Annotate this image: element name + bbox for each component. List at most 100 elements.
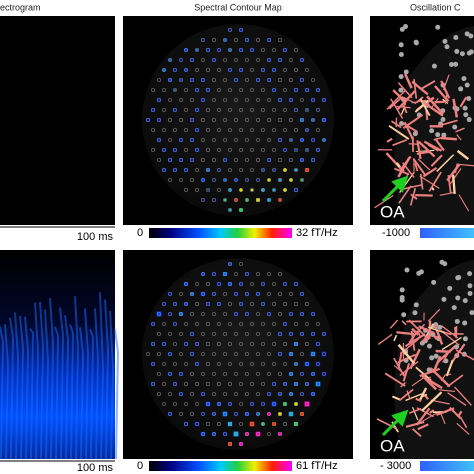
connection xyxy=(393,357,405,377)
sensor xyxy=(161,147,167,153)
sensor xyxy=(260,301,266,307)
connection xyxy=(392,89,407,104)
connection xyxy=(448,168,462,187)
sensor xyxy=(161,167,167,173)
connection xyxy=(428,320,432,340)
spectral-streak xyxy=(19,315,25,460)
sensor xyxy=(205,421,211,427)
sensor xyxy=(293,361,299,367)
sensor xyxy=(205,401,211,407)
sensor xyxy=(282,167,288,173)
sensor xyxy=(282,281,288,287)
sensor-patch xyxy=(223,198,227,202)
sensor-patch xyxy=(306,149,308,151)
sensor-patch xyxy=(278,58,282,62)
sensor xyxy=(178,97,184,103)
sensor-patch xyxy=(261,302,265,306)
sensor-patch xyxy=(311,158,315,162)
sensor xyxy=(304,361,310,367)
sensor xyxy=(211,57,217,63)
sensor xyxy=(277,197,283,203)
connection xyxy=(417,158,431,171)
sensor-patch xyxy=(228,442,232,446)
sensor xyxy=(233,137,239,143)
sensor xyxy=(216,87,222,93)
sensor xyxy=(277,137,283,143)
sensor xyxy=(260,361,266,367)
sensor xyxy=(304,341,310,347)
sensor xyxy=(249,187,255,193)
spectral-streak xyxy=(79,327,85,460)
sensor-patch xyxy=(228,48,232,52)
sensor xyxy=(222,117,228,123)
arrow xyxy=(381,175,409,203)
connection xyxy=(410,193,418,200)
sensor-patch xyxy=(168,158,172,162)
connection xyxy=(408,319,430,341)
spectral-streak xyxy=(29,328,35,460)
connection xyxy=(401,320,407,326)
node xyxy=(431,63,437,69)
sensor xyxy=(282,127,288,133)
connection xyxy=(397,343,416,365)
sensor xyxy=(167,351,173,357)
sensor xyxy=(233,117,239,123)
connection xyxy=(440,413,446,425)
sensor xyxy=(227,401,233,407)
sensor xyxy=(255,351,261,357)
sensor xyxy=(255,271,261,277)
sensor xyxy=(167,177,173,183)
sensor xyxy=(277,411,283,417)
sensor-patch xyxy=(223,158,227,162)
sensor-patch xyxy=(311,312,315,316)
sensor xyxy=(249,281,255,287)
sensor-patch xyxy=(267,412,271,416)
sensor-patch xyxy=(294,188,298,192)
sensor-patch xyxy=(222,271,228,277)
sensor xyxy=(277,391,283,397)
time-scale: 100 ms xyxy=(77,462,114,474)
connection xyxy=(418,387,428,401)
sensor xyxy=(315,341,321,347)
sensor-patch xyxy=(278,332,282,336)
sensor xyxy=(227,441,233,447)
sensor xyxy=(271,87,277,93)
sensor xyxy=(304,87,310,93)
sensor xyxy=(260,87,266,93)
sensor xyxy=(189,311,195,317)
sensor-patch xyxy=(234,292,238,296)
sensor xyxy=(161,361,167,367)
sensor-patch xyxy=(212,58,216,62)
sensor-patch xyxy=(239,282,243,286)
sensor-patch xyxy=(228,402,232,406)
connection xyxy=(412,158,427,177)
sensor-patch xyxy=(321,371,327,377)
sensor xyxy=(172,127,178,133)
sensor-patch xyxy=(190,352,194,356)
sensor xyxy=(227,207,233,213)
sensor xyxy=(238,321,244,327)
sensor xyxy=(156,137,162,143)
sensor xyxy=(266,117,272,123)
sensor-patch xyxy=(194,421,200,427)
sensor xyxy=(282,341,288,347)
sensor xyxy=(183,187,189,193)
node xyxy=(404,267,410,273)
sensor xyxy=(194,47,200,53)
sensor-patch xyxy=(261,402,265,406)
sensor-patch xyxy=(261,168,265,172)
connection xyxy=(411,327,420,336)
connection xyxy=(434,138,445,152)
sensor xyxy=(189,291,195,297)
sensor xyxy=(211,411,217,417)
marker-label: OA xyxy=(380,436,405,455)
sensor xyxy=(222,351,228,357)
sensor xyxy=(233,57,239,63)
sensor-patch xyxy=(234,198,238,202)
sensor-patch xyxy=(283,402,287,406)
connection xyxy=(451,343,466,363)
sensor xyxy=(277,271,283,277)
sensor xyxy=(156,311,162,317)
sensor xyxy=(233,311,239,317)
sensor xyxy=(194,301,200,307)
